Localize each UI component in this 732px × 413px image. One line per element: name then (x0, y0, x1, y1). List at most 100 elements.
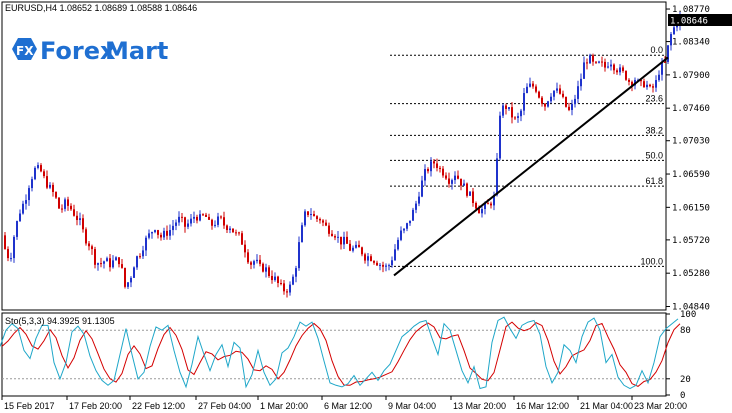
candle-up (175, 222, 177, 226)
candle-down (262, 263, 264, 272)
candle-up (400, 230, 402, 240)
candle-up (310, 214, 312, 216)
candle-down (124, 267, 126, 287)
candle-down (61, 208, 63, 210)
candle-up (451, 180, 453, 184)
candle-up (454, 175, 456, 181)
candle-up (550, 96, 552, 102)
trendline-layer[interactable] (393, 56, 669, 277)
candle-down (544, 103, 546, 107)
candle-down (490, 203, 492, 206)
candle-down (652, 86, 654, 88)
candle-down (613, 64, 615, 71)
candle-up (415, 203, 417, 210)
candle-down (94, 249, 96, 265)
candle-up (292, 276, 294, 285)
candle-up (394, 249, 396, 261)
candle-down (325, 222, 327, 226)
candle-down (628, 79, 630, 82)
candle-up (31, 179, 33, 189)
time-axis-label: 27 Feb 04:00 (198, 401, 251, 411)
candle-down (82, 218, 84, 230)
logo-mark: FX (16, 44, 34, 58)
candle-up (274, 276, 276, 281)
candle-down (358, 244, 360, 248)
candle-up (106, 258, 108, 262)
candle-down (235, 232, 237, 234)
candle-up (115, 257, 117, 261)
candle-down (616, 70, 618, 73)
time-axis-label: 1 Mar 20:00 (260, 401, 308, 411)
candle-up (97, 263, 99, 265)
fibonacci-retracement[interactable]: 0.0 23.6 38.2 50.0 61.8 100.0 (390, 45, 666, 267)
candle-up (172, 225, 174, 231)
candle-down (475, 203, 477, 209)
trendline[interactable] (393, 56, 669, 277)
candle-down (511, 107, 513, 118)
stochastic-signal-line (1, 321, 681, 387)
candle-up (388, 265, 390, 267)
time-axis: 15 Feb 2017 17 Feb 20:00 22 Feb 12:00 27 Fe… (1, 396, 687, 411)
price-axis-label: 1.07460 (672, 104, 710, 114)
candle-up (397, 239, 399, 250)
candle-up (355, 244, 357, 248)
candle-down (283, 283, 285, 292)
candle-down (586, 62, 588, 64)
candle-down (514, 117, 516, 119)
candle-down (466, 183, 468, 196)
stochastic-label: Sto(5,3,3) 94.3925 91.1305 (5, 316, 115, 326)
candle-down (373, 261, 375, 263)
time-axis-label: 17 Feb 20:00 (69, 401, 122, 411)
candle-up (352, 247, 354, 251)
stochastic-axis-label: 0 (680, 391, 685, 401)
candle-down (313, 214, 315, 217)
candle-down (472, 191, 474, 204)
candle-down (286, 291, 288, 293)
fib-level-label: 0.0 (650, 45, 663, 55)
candle-up (301, 225, 303, 243)
candle-down (535, 86, 537, 92)
candle-up (508, 107, 510, 109)
candle-down (595, 61, 597, 63)
candle-down (277, 276, 279, 284)
candle-up (403, 228, 405, 231)
candle-down (316, 216, 318, 220)
candle-up (379, 264, 381, 266)
candle-up (529, 83, 531, 87)
candle-down (334, 236, 336, 238)
candle-down (211, 219, 213, 226)
candle-up (676, 25, 678, 28)
candle-up (49, 184, 51, 188)
candle-up (424, 169, 426, 181)
candle-up (646, 84, 648, 88)
candle-down (568, 106, 570, 110)
candle-up (103, 261, 105, 264)
candle-up (553, 90, 555, 97)
logo-brand-mart: Mart (105, 37, 168, 65)
forexmart-logo: FX Forex Mart (12, 37, 168, 65)
stochastic-axis-label: 20 (680, 375, 691, 385)
candle-up (337, 236, 339, 238)
candle-down (319, 219, 321, 221)
candle-up (142, 250, 144, 257)
candle-down (118, 257, 120, 265)
candle-up (463, 183, 465, 186)
candle-down (559, 88, 561, 94)
candle-down (643, 81, 645, 88)
candle-down (439, 167, 441, 169)
candle-up (37, 165, 39, 168)
candle-up (502, 105, 504, 116)
candle-down (70, 205, 72, 210)
candle-up (520, 110, 522, 117)
current-price-label: 1.08646 (670, 17, 708, 27)
candle-up (577, 86, 579, 99)
candle-up (10, 258, 12, 260)
candle-up (673, 27, 675, 35)
candle-down (625, 70, 627, 80)
price-axis-label: 1.04840 (672, 302, 710, 312)
candle-up (655, 80, 657, 88)
candle-up (598, 61, 600, 63)
symbol-header: EURUSD,H4 1.08652 1.08689 1.08588 1.0864… (5, 3, 197, 13)
candle-down (160, 234, 162, 238)
